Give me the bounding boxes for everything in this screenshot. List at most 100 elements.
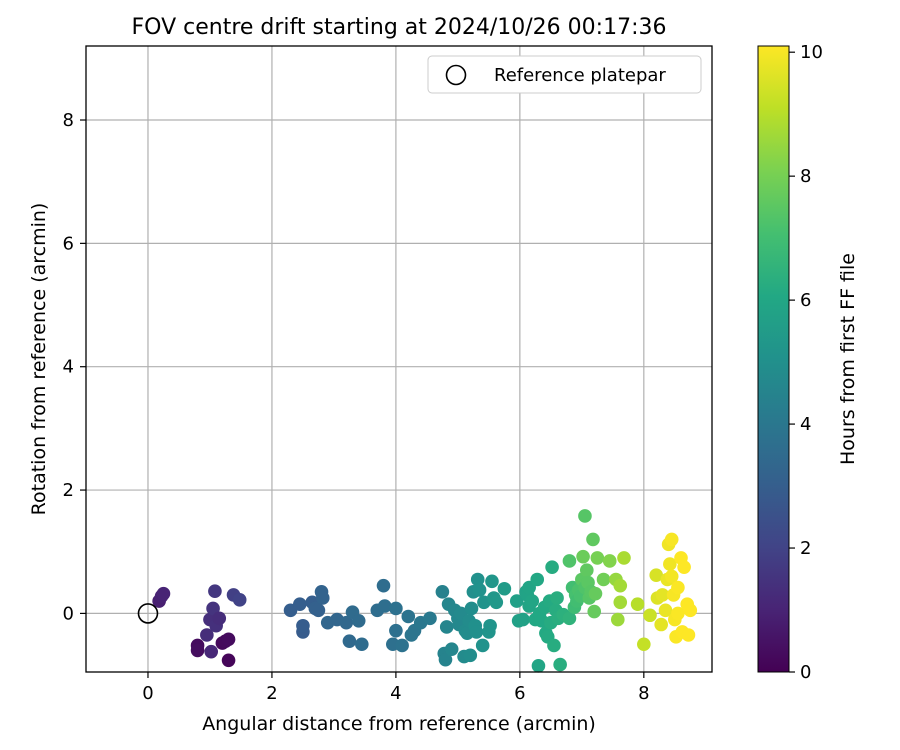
data-point [613, 578, 628, 593]
data-point [683, 603, 698, 618]
data-point [339, 615, 354, 630]
plot-frame [85, 45, 713, 673]
colorbar-tick-label: 10 [800, 42, 823, 63]
data-point [389, 623, 403, 638]
data-point [531, 659, 546, 673]
data-point [530, 572, 545, 587]
data-point [617, 551, 631, 565]
data-point [588, 586, 603, 601]
data-point [671, 580, 685, 595]
data-point [342, 634, 357, 648]
data-point [438, 652, 453, 667]
data-point [654, 617, 668, 632]
colorbar-tick-label: 8 [800, 166, 811, 187]
data-point [576, 549, 590, 564]
data-point [637, 637, 651, 652]
data-point [643, 608, 657, 623]
data-point [439, 620, 454, 634]
data-point [489, 595, 504, 610]
data-point [423, 611, 437, 626]
x-tick-label: 8 [638, 683, 649, 704]
data-point [377, 599, 392, 613]
legend-label: Reference platepar [494, 65, 666, 86]
data-point [351, 614, 366, 628]
data-point [221, 653, 236, 668]
y-tick-label: 4 [63, 357, 74, 378]
colorbar-ticks: 0 2 4 6 8 10 [789, 42, 823, 683]
colorbar-label: Hours from first FF file [837, 253, 859, 465]
data-point [586, 532, 600, 547]
colorbar: 0 2 4 6 8 10 Hours from first FF file [757, 42, 859, 683]
y-tick-label: 2 [63, 480, 74, 501]
y-axis-ticks: 0 2 4 6 8 [63, 110, 86, 624]
data-point [655, 588, 670, 602]
data-point [190, 643, 205, 658]
data-point [475, 638, 490, 653]
data-point [547, 638, 561, 653]
data-point [472, 583, 487, 597]
x-axis-ticks: 0 2 4 6 8 [142, 672, 650, 704]
colorbar-gradient [757, 45, 790, 673]
colorbar-tick-label: 6 [800, 290, 811, 311]
data-point [516, 612, 530, 627]
y-tick-label: 8 [63, 110, 74, 131]
data-point [401, 609, 416, 624]
data-point [204, 644, 218, 659]
data-point [311, 603, 326, 618]
x-tick-label: 6 [514, 683, 525, 704]
data-point [630, 597, 645, 611]
data-point [525, 594, 540, 608]
colorbar-tick-label: 4 [800, 414, 811, 435]
data-point [562, 611, 577, 626]
data-point [587, 604, 602, 619]
data-point [553, 657, 567, 672]
data-point [463, 648, 478, 663]
data-point [206, 601, 220, 616]
data-point [658, 603, 673, 618]
colorbar-tick-label: 2 [800, 538, 811, 559]
colorbar-tick-label: 0 [800, 662, 811, 683]
data-point [497, 581, 512, 596]
data-point [355, 637, 369, 652]
data-point [395, 638, 409, 653]
data-point [664, 532, 679, 547]
data-point [649, 568, 664, 582]
data-point [550, 591, 564, 605]
data-point [296, 618, 310, 633]
data-point [156, 586, 171, 601]
data-point [293, 597, 307, 611]
data-point [562, 554, 577, 568]
data-point [677, 560, 691, 574]
legend-box [427, 55, 702, 94]
data-point [208, 584, 222, 599]
data-point [464, 601, 479, 616]
y-tick-label: 6 [63, 233, 74, 254]
data-point [664, 569, 679, 584]
data-point [376, 578, 391, 593]
x-axis-label: Angular distance from reference (arcmin) [202, 713, 596, 735]
data-point [580, 563, 594, 578]
data-point [610, 612, 625, 627]
data-point [232, 593, 247, 607]
data-point [212, 611, 227, 626]
x-tick-label: 2 [266, 683, 277, 704]
data-point [663, 557, 677, 571]
x-tick-label: 4 [390, 683, 401, 704]
data-point [596, 572, 611, 587]
data-point [681, 628, 696, 642]
y-tick-label: 0 [63, 603, 74, 624]
data-point [671, 606, 685, 621]
y-axis-label: Rotation from reference (arcmin) [28, 203, 50, 516]
data-point [485, 574, 499, 589]
data-point [221, 632, 236, 647]
data-point [389, 601, 403, 616]
chart-title: FOV centre drift starting at 2024/10/26 … [132, 15, 667, 40]
data-point [509, 594, 524, 608]
data-point [435, 585, 450, 599]
x-tick-label: 0 [142, 683, 153, 704]
legend-marker-icon [445, 64, 467, 86]
data-point [545, 560, 559, 574]
data-point [200, 628, 214, 642]
data-point [590, 551, 605, 565]
